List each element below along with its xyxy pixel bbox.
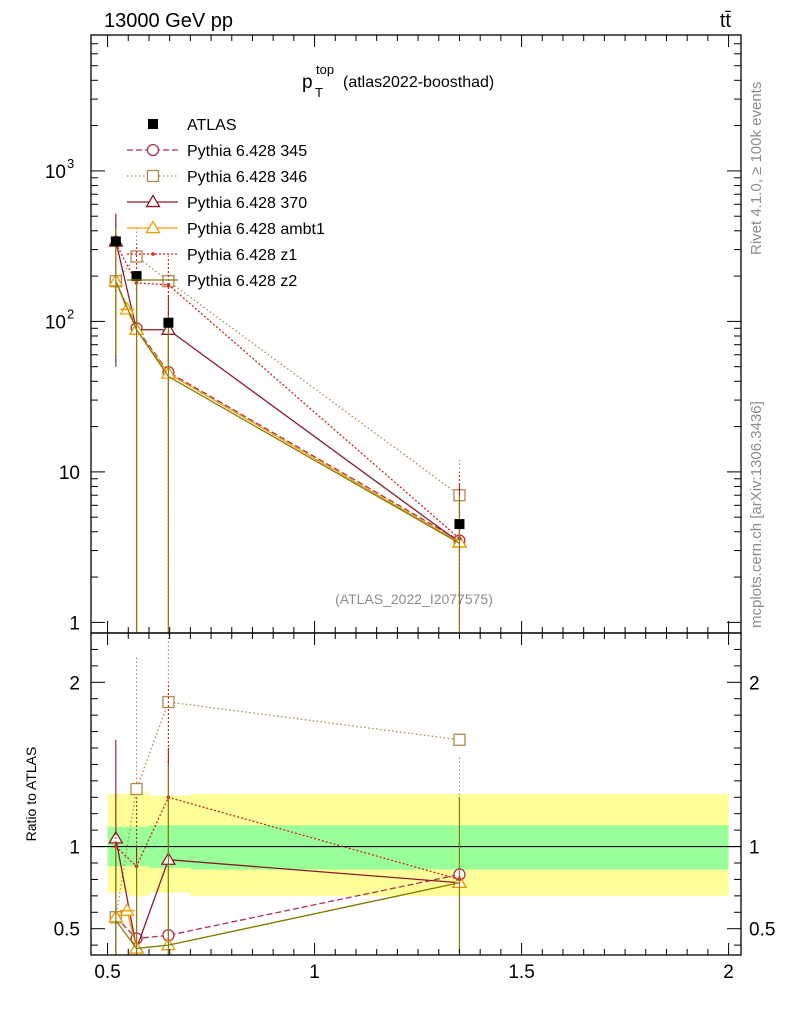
series-5-line bbox=[115, 280, 460, 544]
series-3 bbox=[108, 230, 468, 633]
legend-entry-atlas: ATLAS bbox=[148, 117, 237, 134]
series-4-line bbox=[115, 243, 460, 540]
ratio-series-5-line bbox=[115, 882, 460, 950]
series-5 bbox=[115, 227, 461, 633]
x-tick-label-2: 1.5 bbox=[508, 962, 534, 983]
header-energy: 13000 GeV pp bbox=[104, 10, 233, 32]
main-y-tick-exp-3: 3 bbox=[67, 156, 74, 171]
header-process: tt̄ bbox=[720, 10, 732, 32]
main-y-tick-label-2: 10 2 bbox=[45, 306, 74, 333]
legend-label-3: Pythia 6.428 ambt1 bbox=[187, 221, 325, 238]
series-1-line bbox=[115, 255, 460, 496]
legend-entry-1: Pythia 6.428 346 bbox=[127, 169, 307, 186]
legend-label-1: Pythia 6.428 346 bbox=[187, 169, 307, 186]
series-4 bbox=[114, 241, 462, 633]
legend-marker-0 bbox=[146, 143, 160, 157]
ratio-series-1-line bbox=[115, 701, 460, 918]
main-y-tick-exp-2: 2 bbox=[67, 306, 74, 321]
legend-entry-0: Pythia 6.428 345 bbox=[127, 143, 307, 160]
legend-entry-5: Pythia 6.428 z2 bbox=[127, 273, 297, 290]
legend-marker-4 bbox=[151, 252, 155, 256]
ratio-y-tick-label-left-2: 2 bbox=[69, 673, 80, 694]
ratio-panel: 0.5 1 1.5 2 0.5 0.5 1 1 2 2 bbox=[54, 35, 775, 983]
main-y-tick-label-3: 10 3 bbox=[45, 156, 74, 183]
title-sup: top bbox=[316, 62, 334, 77]
ratio-series-5 bbox=[115, 764, 461, 955]
main-y-tick-text-2: 10 bbox=[45, 312, 66, 333]
plot-title: p top T (atlas2022-boosthad) bbox=[302, 62, 494, 100]
ratio-y-tick-label-right-1: 1 bbox=[749, 838, 760, 859]
side-label-rivet: Rivet 4.1.0, ≥ 100k events bbox=[748, 82, 765, 255]
x-tick-label-3: 2 bbox=[723, 962, 734, 983]
main-y-tick-label-0: 1 bbox=[69, 613, 80, 634]
main-y-tick-text-1: 10 bbox=[59, 463, 80, 484]
legend-label-4: Pythia 6.428 z1 bbox=[187, 247, 297, 264]
side-label-mcplots: mcplots.cern.ch [arXiv:1306.3436] bbox=[748, 401, 765, 628]
legend-label-5: Pythia 6.428 z2 bbox=[187, 273, 297, 290]
ratio-series-2-line bbox=[115, 838, 460, 951]
legend-label-2: Pythia 6.428 370 bbox=[187, 195, 307, 212]
ratio-y-tick-label-left-0: 0.5 bbox=[54, 920, 80, 941]
legend-marker-3 bbox=[145, 220, 161, 234]
ratio-ylabel: Ratio to ATLAS bbox=[23, 747, 39, 842]
legend-entry-4: Pythia 6.428 z1 bbox=[127, 247, 297, 264]
ratio-band-inner bbox=[107, 825, 729, 870]
series-4-point-2 bbox=[166, 283, 171, 287]
reference-label: (ATLAS_2022_I2077575) bbox=[335, 591, 493, 607]
legend-entry-3: Pythia 6.428 ambt1 bbox=[127, 220, 325, 238]
legend-marker-1 bbox=[146, 169, 160, 183]
atlas-point-2 bbox=[163, 317, 174, 328]
atlas-point-1 bbox=[131, 271, 142, 282]
atlas-data bbox=[110, 236, 465, 530]
ratio-series-1-point-3 bbox=[453, 733, 466, 746]
atlas-point-3 bbox=[454, 519, 465, 530]
title-suffix: (atlas2022-boosthad) bbox=[343, 74, 494, 91]
legend-marker-atlas bbox=[148, 119, 158, 129]
title-sub: T bbox=[315, 85, 323, 100]
ratio-y-tick-label-right-2: 2 bbox=[749, 673, 760, 694]
main-y-tick-text-3: 10 bbox=[45, 162, 66, 183]
main-y-tick-label-1: 10 bbox=[59, 463, 80, 484]
series-0-line bbox=[115, 280, 460, 542]
ratio-y-tick-label-left-1: 1 bbox=[69, 838, 80, 859]
legend-entry-2: Pythia 6.428 370 bbox=[127, 194, 307, 212]
series-2-line bbox=[115, 241, 460, 543]
atlas-point-0 bbox=[110, 236, 121, 247]
ratio-series-0-line bbox=[115, 873, 460, 940]
ratio-series-3-point-1 bbox=[119, 902, 135, 916]
ratio-y-tick-label-right-0: 0.5 bbox=[749, 920, 775, 941]
main-frame bbox=[90, 34, 742, 634]
x-tick-label-1: 1 bbox=[309, 962, 320, 983]
x-tick-label-0: 0.5 bbox=[94, 962, 120, 983]
legend-marker-2 bbox=[145, 194, 161, 208]
main-y-tick-text-0: 1 bbox=[69, 613, 80, 634]
ratio-y-axis: 0.5 0.5 1 1 2 2 bbox=[54, 648, 775, 946]
legend-label-atlas: ATLAS bbox=[187, 117, 237, 134]
x-axis: 0.5 1 1.5 2 bbox=[94, 35, 734, 983]
legend-label-0: Pythia 6.428 345 bbox=[187, 143, 307, 160]
legend: ATLAS Pythia 6.428 345 Pythia 6.428 346 Pyt… bbox=[127, 117, 325, 290]
title-main: p bbox=[302, 72, 313, 93]
ratio-series-1-point-1 bbox=[130, 782, 143, 796]
